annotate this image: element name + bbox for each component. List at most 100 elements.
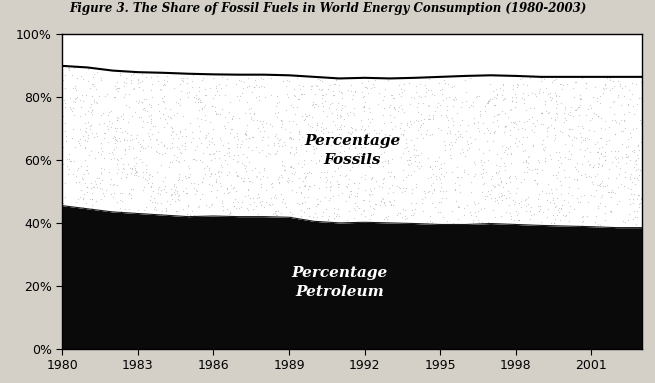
Point bbox=[296, 142, 307, 148]
Point bbox=[484, 98, 495, 104]
Point bbox=[582, 213, 593, 219]
Point bbox=[608, 189, 618, 195]
Point bbox=[517, 95, 527, 101]
Point bbox=[470, 201, 480, 207]
Point bbox=[152, 200, 162, 206]
Point bbox=[162, 198, 173, 204]
Point bbox=[373, 130, 384, 136]
Point bbox=[349, 126, 360, 132]
Point bbox=[504, 175, 514, 181]
Point bbox=[453, 216, 464, 222]
Point bbox=[516, 179, 527, 185]
Point bbox=[584, 161, 595, 167]
Point bbox=[444, 93, 455, 100]
Point bbox=[163, 113, 174, 119]
Point bbox=[84, 85, 95, 91]
Point bbox=[538, 89, 548, 95]
Point bbox=[361, 84, 371, 90]
Point bbox=[72, 165, 83, 171]
Point bbox=[231, 188, 242, 194]
Point bbox=[357, 89, 367, 95]
Point bbox=[593, 113, 603, 119]
Point bbox=[329, 92, 339, 98]
Point bbox=[333, 184, 343, 190]
Point bbox=[552, 195, 562, 201]
Point bbox=[304, 205, 314, 211]
Point bbox=[310, 91, 320, 97]
Point bbox=[436, 170, 446, 177]
Point bbox=[481, 169, 491, 175]
Point bbox=[611, 163, 622, 169]
Point bbox=[243, 175, 253, 181]
Point bbox=[564, 133, 574, 139]
Point bbox=[342, 184, 352, 190]
Point bbox=[440, 138, 450, 144]
Point bbox=[416, 131, 426, 137]
Point bbox=[318, 209, 329, 215]
Point bbox=[225, 99, 235, 105]
Point bbox=[346, 82, 356, 88]
Point bbox=[377, 159, 388, 165]
Point bbox=[154, 108, 164, 114]
Point bbox=[307, 86, 317, 92]
Point bbox=[430, 163, 440, 169]
Point bbox=[547, 95, 557, 101]
Point bbox=[235, 78, 246, 84]
Point bbox=[284, 118, 295, 124]
Point bbox=[626, 192, 637, 198]
Point bbox=[597, 144, 607, 150]
Point bbox=[459, 167, 470, 173]
Point bbox=[169, 84, 179, 90]
Point bbox=[303, 186, 314, 192]
Point bbox=[244, 195, 255, 201]
Point bbox=[476, 159, 487, 165]
Point bbox=[71, 179, 82, 185]
Point bbox=[599, 157, 610, 163]
Point bbox=[469, 119, 479, 126]
Point bbox=[593, 155, 604, 161]
Point bbox=[108, 194, 119, 200]
Point bbox=[432, 104, 443, 110]
Point bbox=[605, 208, 616, 214]
Point bbox=[279, 139, 290, 145]
Point bbox=[551, 92, 561, 98]
Point bbox=[195, 98, 206, 105]
Point bbox=[412, 135, 422, 141]
Point bbox=[527, 90, 537, 97]
Point bbox=[306, 157, 316, 164]
Point bbox=[249, 199, 259, 205]
Point bbox=[197, 179, 208, 185]
Point bbox=[524, 105, 534, 111]
Point bbox=[392, 183, 403, 189]
Point bbox=[504, 132, 515, 138]
Point bbox=[411, 117, 422, 123]
Point bbox=[610, 131, 620, 137]
Point bbox=[328, 139, 339, 145]
Point bbox=[197, 77, 208, 83]
Point bbox=[392, 210, 403, 216]
Point bbox=[222, 150, 233, 156]
Point bbox=[521, 159, 532, 165]
Point bbox=[519, 169, 529, 175]
Point bbox=[58, 113, 68, 119]
Point bbox=[189, 185, 200, 191]
Point bbox=[545, 199, 555, 205]
Point bbox=[233, 152, 243, 158]
Point bbox=[151, 74, 162, 80]
Point bbox=[590, 141, 601, 147]
Point bbox=[201, 134, 212, 140]
Point bbox=[289, 92, 299, 98]
Point bbox=[173, 196, 183, 203]
Point bbox=[78, 196, 88, 202]
Point bbox=[356, 211, 366, 217]
Point bbox=[420, 93, 430, 99]
Point bbox=[621, 154, 631, 160]
Point bbox=[219, 123, 229, 129]
Point bbox=[173, 158, 183, 164]
Point bbox=[476, 157, 486, 163]
Point bbox=[206, 170, 217, 176]
Point bbox=[229, 203, 239, 209]
Point bbox=[356, 149, 367, 155]
Point bbox=[141, 118, 152, 124]
Point bbox=[92, 100, 102, 106]
